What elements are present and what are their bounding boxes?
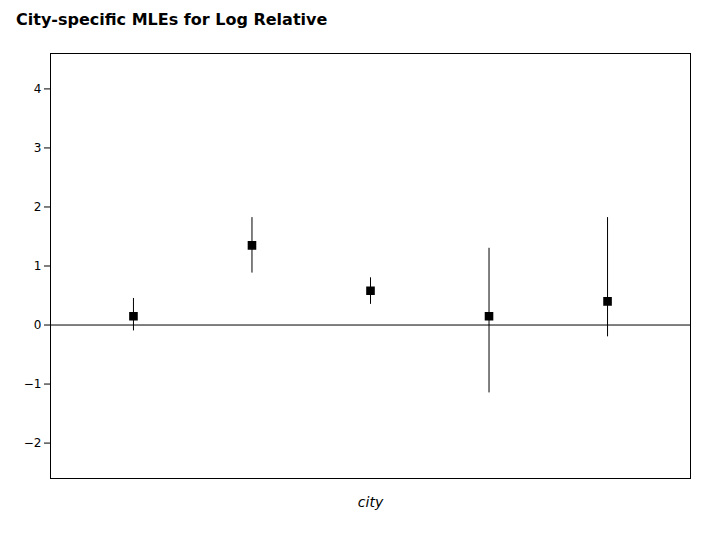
svg-text:0: 0 [34, 318, 42, 332]
svg-text:1: 1 [34, 259, 42, 273]
svg-text:3: 3 [34, 141, 42, 155]
svg-text:−1: −1 [24, 377, 42, 391]
svg-text:city: city [358, 494, 384, 510]
svg-text:−2: −2 [24, 436, 42, 450]
svg-text:2: 2 [34, 200, 42, 214]
svg-text:4: 4 [34, 82, 42, 96]
html-text:City-specific MLEs for Log Rel: City-specific MLEs for Log Relative [16, 10, 328, 29]
